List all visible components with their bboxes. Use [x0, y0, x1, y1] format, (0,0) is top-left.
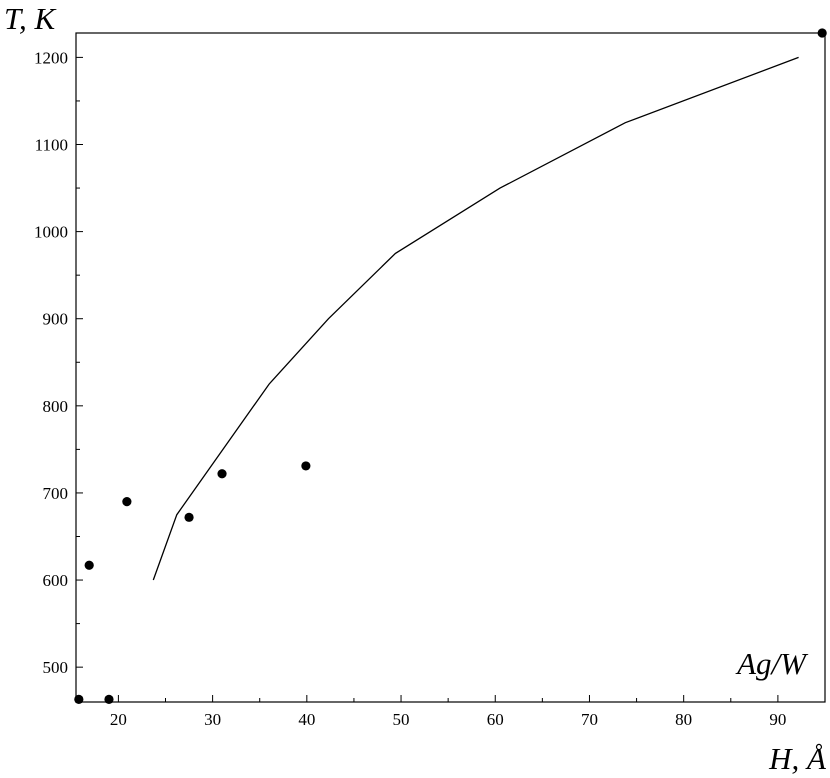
y-tick-label: 600: [43, 571, 69, 590]
y-ticks: 500 600 700 800 900 1000 1100 1200: [34, 48, 83, 677]
data-point: [74, 694, 84, 704]
x-tick-label: 40: [298, 710, 315, 729]
data-point: [104, 694, 114, 704]
y-tick-label: 700: [43, 484, 69, 503]
data-point: [817, 28, 827, 38]
model-curve: [152, 56, 799, 581]
x-tick-label: 60: [487, 710, 504, 729]
x-tick-label: 20: [110, 710, 127, 729]
x-ticks: 20 30 40 50 60 70 80 90: [110, 695, 786, 729]
series-line: [152, 56, 799, 581]
y-tick-label: 900: [43, 310, 69, 329]
data-point: [301, 461, 311, 471]
x-tick-label: 70: [581, 710, 598, 729]
x-tick-label: 90: [769, 710, 786, 729]
chart-annotation: Ag/W: [735, 646, 809, 681]
data-point: [217, 469, 227, 479]
minor-ticks: [76, 100, 732, 702]
y-tick-label: 1000: [34, 223, 68, 242]
x-tick-label: 50: [393, 710, 410, 729]
x-axis-title: H, Å: [768, 741, 827, 776]
data-point: [84, 560, 94, 570]
y-tick-label: 1200: [34, 48, 68, 67]
plot-frame: [75, 32, 826, 703]
y-tick-label: 1100: [35, 136, 68, 155]
data-point: [122, 497, 132, 507]
series-points: [74, 28, 827, 704]
y-tick-label: 500: [43, 658, 69, 677]
x-tick-label: 80: [675, 710, 692, 729]
y-tick-label: 800: [43, 397, 69, 416]
data-point: [184, 512, 194, 522]
x-tick-label: 30: [204, 710, 221, 729]
y-axis-title: T, K: [4, 1, 57, 36]
